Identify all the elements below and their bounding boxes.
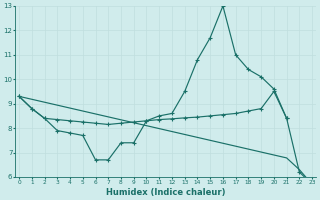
X-axis label: Humidex (Indice chaleur): Humidex (Indice chaleur) xyxy=(106,188,225,197)
